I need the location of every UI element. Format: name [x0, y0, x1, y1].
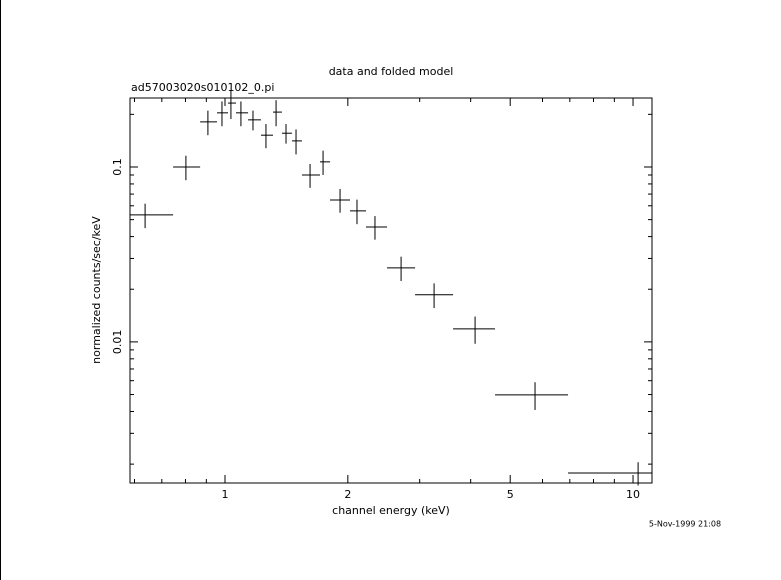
y-tick-label: 0.1	[111, 158, 124, 176]
x-axis-label: channel energy (keV)	[332, 504, 450, 517]
chart-title: data and folded model	[329, 65, 454, 78]
chart-subtitle: ad57003020s010102_0.pi	[131, 81, 274, 94]
x-tick-label: 10	[626, 488, 640, 501]
x-tick-label: 2	[344, 488, 351, 501]
y-axis-label: normalized counts/sec/keV	[90, 216, 103, 364]
timestamp: 5-Nov-1999 21:08	[649, 520, 721, 529]
y-tick-label: 0.01	[111, 330, 124, 355]
x-tick-label: 5	[507, 488, 514, 501]
x-tick-label: 1	[222, 488, 229, 501]
plot-frame	[129, 97, 653, 484]
